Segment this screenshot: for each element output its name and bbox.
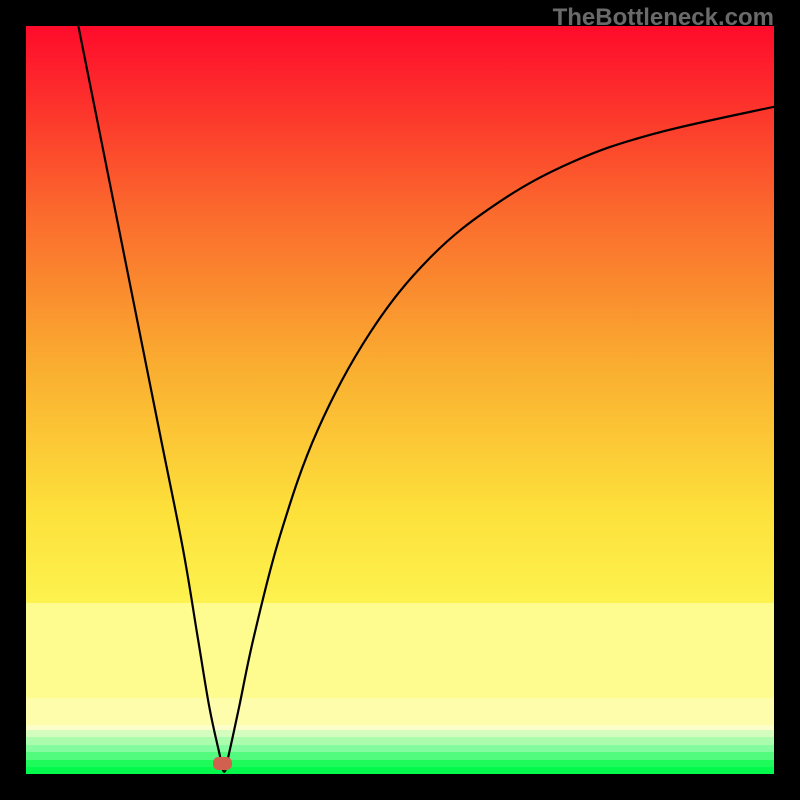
chart-container: TheBottleneck.com <box>0 0 800 800</box>
watermark-text: TheBottleneck.com <box>553 4 774 32</box>
plot-area <box>26 26 774 774</box>
bottleneck-curve <box>26 26 774 774</box>
minimum-marker <box>213 757 232 770</box>
